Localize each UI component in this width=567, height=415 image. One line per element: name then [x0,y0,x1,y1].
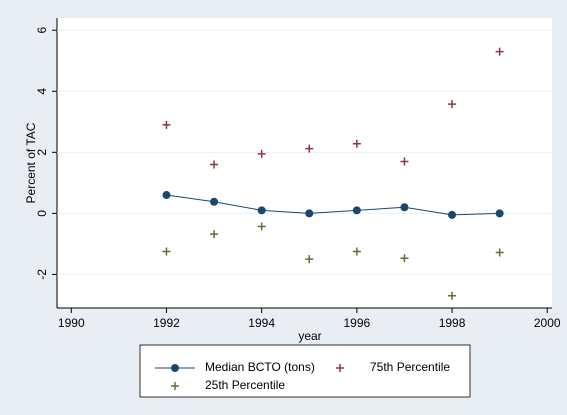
point [352,247,361,256]
legend-label: 25th Percentile [205,378,285,392]
legend-label: Median BCTO (tons) [205,360,315,374]
point [257,222,266,231]
x-tick-label: 1996 [344,316,371,330]
point [495,209,504,218]
legend-marker [336,364,344,372]
y-tick-label: 6 [35,27,49,34]
legend-label: 75th Percentile [370,360,450,374]
x-tick-label: 1998 [439,316,466,330]
point [257,149,266,158]
point [352,139,361,148]
point [162,247,171,256]
legend-marker [171,364,179,372]
x-tick-label: 1994 [248,316,275,330]
point [400,203,409,212]
legend [139,344,471,398]
y-axis-label: Percent of TAC [24,122,38,203]
point [305,209,314,218]
point [448,100,457,109]
y-tick-label: 2 [35,149,49,156]
point [210,160,219,169]
x-tick-label: 1990 [58,316,85,330]
y-tick-label: -2 [35,269,49,280]
point [495,248,504,257]
point [210,230,219,239]
y-tick-label: 0 [35,210,49,217]
plot-area [57,18,552,308]
x-tick-label: 2000 [534,316,561,330]
point [162,191,171,200]
point [305,255,314,264]
point [162,120,171,129]
x-axis-label: year [298,329,321,343]
point [257,206,266,215]
point [495,47,504,56]
point [305,144,314,153]
legend-marker [171,382,179,390]
point [210,197,219,206]
point [400,254,409,263]
point [448,210,457,219]
y-tick-label: 4 [35,88,49,95]
point [448,291,457,300]
point [400,157,409,166]
x-tick-label: 1992 [153,316,180,330]
series-line [166,194,500,216]
point [352,206,361,215]
